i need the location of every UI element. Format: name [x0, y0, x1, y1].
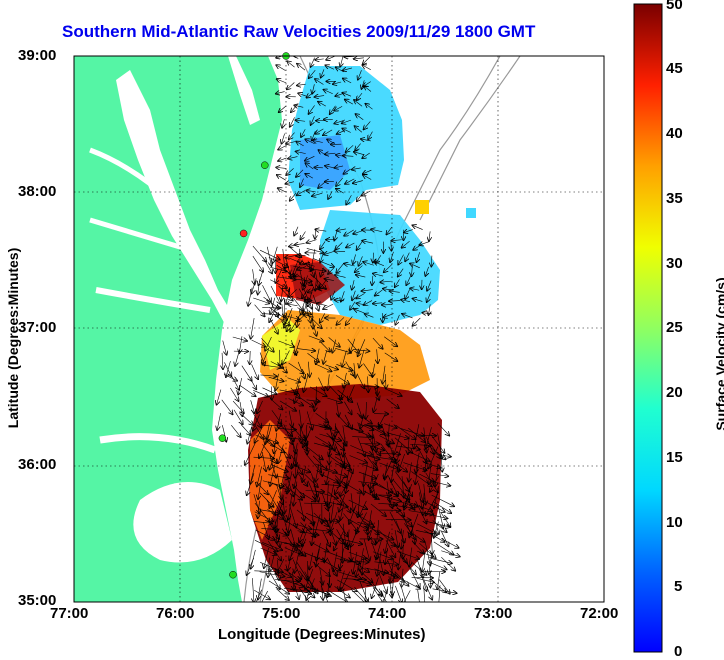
x-tick-label: 75:00 [262, 605, 300, 622]
y-tick-label: 38:00 [18, 183, 56, 200]
colorbar-tick-label: 30 [666, 255, 683, 272]
x-tick-label: 73:00 [474, 605, 512, 622]
x-tick-label: 72:00 [580, 605, 618, 622]
x-axis-label: Longitude (Degrees:Minutes) [218, 626, 426, 643]
colorbar-label: Surface Velocity (cm/s) [713, 249, 724, 459]
velocity-patch-small-1 [415, 200, 429, 214]
x-tick-label: 76:00 [156, 605, 194, 622]
y-axis-label: Latitude (Degrees:Minutes) [5, 233, 21, 443]
colorbar-tick-label: 45 [666, 60, 683, 77]
velocity-patch-small-2 [466, 208, 476, 218]
station-marker [219, 435, 226, 442]
colorbar-tick-label: 25 [666, 319, 683, 336]
station-marker [240, 230, 247, 237]
colorbar-tick-label: 20 [666, 384, 683, 401]
colorbar-tick-label: 50 [666, 0, 683, 13]
y-tick-label: 35:00 [18, 592, 56, 609]
y-tick-label: 36:00 [18, 456, 56, 473]
colorbar-tick-label: 0 [674, 643, 682, 660]
colorbar-tick-label: 15 [666, 449, 683, 466]
colorbar-tick-label: 35 [666, 190, 683, 207]
colorbar [634, 4, 662, 652]
colorbar-tick-label: 10 [666, 514, 683, 531]
colorbar-tick-label: 5 [674, 578, 682, 595]
y-tick-label: 37:00 [18, 319, 56, 336]
station-marker [261, 162, 268, 169]
y-tick-label: 39:00 [18, 47, 56, 64]
x-tick-label: 74:00 [368, 605, 406, 622]
colorbar-tick-label: 40 [666, 125, 683, 142]
station-marker [230, 571, 237, 578]
